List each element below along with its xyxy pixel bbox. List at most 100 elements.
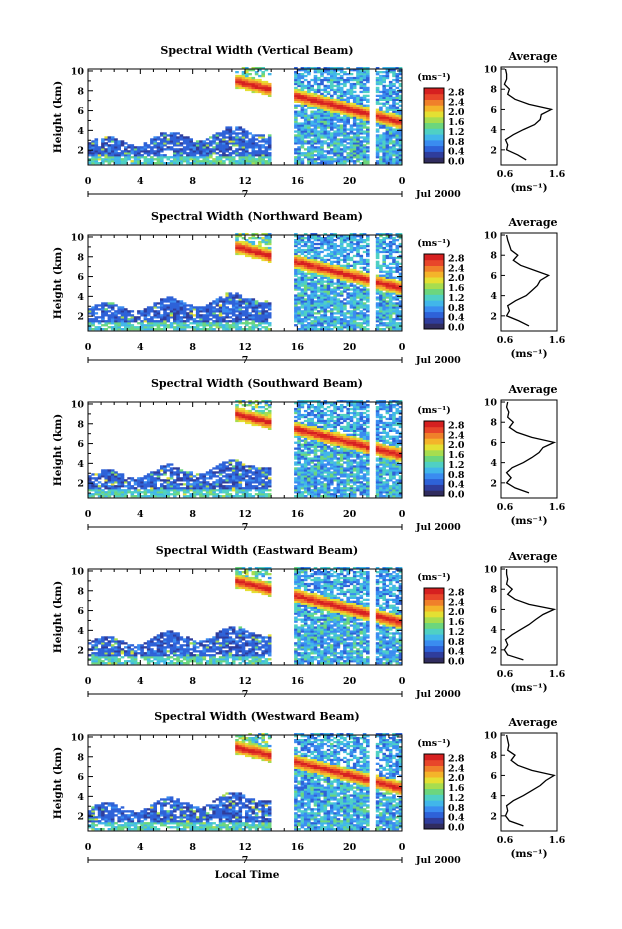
- heatmap-cell: [258, 148, 262, 151]
- heatmap-cell: [362, 304, 367, 307]
- heatmap-cell: [300, 237, 305, 240]
- heatmap-cell: [382, 328, 386, 331]
- heatmap-cell: [356, 326, 360, 329]
- heatmap-cell: [222, 312, 226, 315]
- heatmap-cell: [313, 122, 318, 125]
- heatmap-cell: [176, 140, 180, 143]
- heatmap-cell: [245, 495, 249, 498]
- heatmap-cell: [153, 162, 157, 165]
- heatmap-cell: [176, 477, 180, 480]
- heatmap-cell: [336, 78, 341, 82]
- heatmap-cell: [143, 144, 148, 147]
- heatmap-cell: [366, 292, 370, 295]
- heatmap-cell: [117, 312, 121, 315]
- heatmap-cell: [330, 144, 334, 147]
- heatmap-cell: [186, 475, 190, 478]
- heatmap-cell: [352, 84, 357, 88]
- heatmap-cell: [339, 96, 344, 99]
- heatmap-cell: [317, 140, 321, 143]
- heatmap-cell: [202, 154, 207, 157]
- heatmap-cell: [251, 154, 256, 157]
- heatmap-cell: [222, 140, 226, 143]
- heatmap-cell: [333, 254, 337, 258]
- heatmap-cell: [349, 160, 354, 163]
- heatmap-cell: [310, 298, 314, 301]
- heatmap-cell: [120, 310, 125, 313]
- heatmap-cell: [339, 108, 344, 111]
- heatmap-cell: [398, 134, 403, 137]
- heatmap-cell: [352, 320, 357, 323]
- heatmap-cell: [300, 152, 305, 155]
- heatmap-cell: [349, 324, 354, 327]
- heatmap-cell: [395, 239, 400, 242]
- heatmap-cell: [349, 304, 354, 307]
- heatmap-cell: [153, 150, 157, 153]
- heatmap-cell: [163, 487, 167, 490]
- heatmap-cell: [352, 292, 357, 295]
- heatmap-cell: [398, 67, 403, 70]
- heatmap-cell: [317, 71, 321, 74]
- heatmap-cell: [110, 138, 115, 141]
- heatmap-cell: [153, 152, 157, 155]
- heatmap-cell: [313, 318, 318, 321]
- heatmap-cell: [107, 479, 112, 482]
- heatmap-cell: [195, 148, 200, 151]
- heatmap-cell: [356, 126, 360, 129]
- colorbar-segment: [424, 282, 444, 289]
- heatmap-cell: [297, 152, 301, 155]
- heatmap-cell: [258, 314, 262, 317]
- heatmap-cell: [254, 152, 259, 155]
- heatmap-cell: [339, 282, 344, 285]
- heatmap-cell: [127, 154, 131, 157]
- heatmap-cell: [336, 284, 341, 287]
- heatmap-cell: [392, 262, 396, 265]
- heatmap-cell: [395, 76, 400, 80]
- heatmap-cell: [241, 76, 246, 80]
- heatmap-cell: [212, 467, 216, 470]
- heatmap-cell: [297, 312, 301, 315]
- heatmap-cell: [349, 126, 354, 129]
- heatmap-cell: [245, 130, 249, 133]
- inset-y-tick-label: 2: [490, 145, 497, 156]
- heatmap-cell: [228, 138, 233, 141]
- heatmap-cell: [339, 294, 344, 297]
- heatmap-cell: [130, 156, 135, 159]
- heatmap-cell: [323, 258, 328, 262]
- heatmap-cell: [251, 82, 256, 86]
- heatmap-cell: [310, 244, 314, 248]
- heatmap-cell: [333, 296, 337, 299]
- heatmap-cell: [303, 86, 308, 90]
- heatmap-cell: [333, 326, 337, 329]
- heatmap-cell: [356, 276, 360, 279]
- heatmap-cell: [398, 69, 403, 72]
- heatmap-cell: [356, 124, 360, 127]
- heatmap-cell: [310, 100, 314, 103]
- heatmap-cell: [320, 144, 324, 147]
- heatmap-cell: [333, 148, 337, 151]
- x-tick-label: 0: [399, 176, 406, 187]
- heatmap-cell: [267, 146, 272, 149]
- heatmap-cell: [104, 302, 108, 305]
- heatmap-cell: [189, 156, 193, 159]
- heatmap-cell: [346, 88, 350, 92]
- heatmap-cell: [267, 92, 272, 96]
- heatmap-cell: [300, 268, 305, 271]
- heatmap-cell: [248, 404, 252, 407]
- heatmap-cell: [153, 481, 157, 484]
- heatmap-cell: [254, 78, 259, 82]
- heatmap-cell: [326, 136, 331, 139]
- heatmap-cell: [352, 154, 357, 157]
- heatmap-cell: [245, 328, 249, 331]
- heatmap-cell: [333, 264, 337, 267]
- heatmap-cell: [222, 152, 226, 155]
- heatmap-cell: [388, 298, 393, 301]
- heatmap-cell: [317, 290, 321, 293]
- heatmap-cell: [330, 314, 334, 317]
- heatmap-cell: [245, 320, 249, 323]
- heatmap-cell: [258, 152, 262, 155]
- heatmap-cell: [320, 258, 324, 262]
- heatmap-cell: [395, 316, 400, 319]
- heatmap-cell: [267, 154, 272, 157]
- heatmap-cell: [104, 491, 108, 494]
- heatmap-cell: [317, 300, 321, 303]
